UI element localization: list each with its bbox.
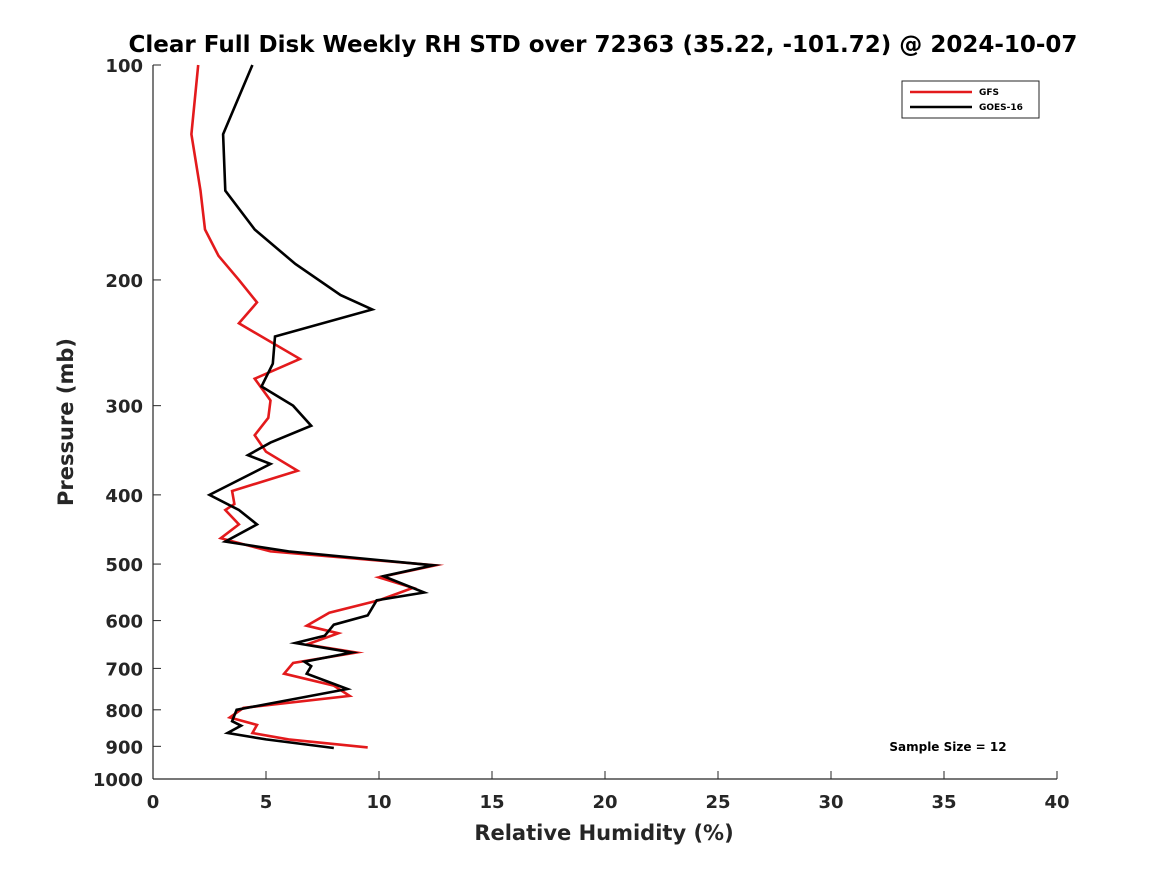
y-tick-label: 400 [105,486,143,507]
x-tick-label: 30 [818,792,843,813]
x-tick-label: 0 [147,792,160,813]
legend-box [901,80,1040,119]
legend-label-gfs: GFS [979,88,999,98]
x-ticks: 0 5 10 15 20 25 30 35 40 [147,771,1070,813]
y-ticks: 100 200 300 400 500 600 700 800 900 1000 [93,56,161,791]
series-line-goes-16 [206,64,442,750]
y-tick-label: 200 [105,271,143,292]
chart-title: Clear Full Disk Weekly RH STD over 72363… [129,32,1078,58]
x-tick-label: 25 [705,792,730,813]
y-tick-label: 100 [105,56,143,77]
y-tick-label: 800 [105,701,143,722]
x-tick-label: 40 [1044,792,1069,813]
x-tick-label: 5 [260,792,273,813]
x-tick-label: 20 [592,792,617,813]
y-axis-label: Pressure (mb) [54,338,78,506]
x-axis-label: Relative Humidity (%) [474,821,733,845]
sample-size-annotation: Sample Size = 12 [889,740,1006,754]
y-tick-label: 500 [105,555,143,576]
x-tick-label: 35 [931,792,956,813]
y-tick-label: 600 [105,612,143,633]
legend-label-goes16: GOES-16 [979,103,1023,113]
y-tick-label: 300 [105,397,143,418]
y-tick-label: 700 [105,659,143,680]
x-tick-label: 15 [479,792,504,813]
x-tick-label: 10 [366,792,391,813]
legend: GFS GOES-16 [901,80,1040,119]
y-tick-label: 900 [105,737,143,758]
y-tick-label: 1000 [93,770,143,791]
series-layer [190,64,445,750]
